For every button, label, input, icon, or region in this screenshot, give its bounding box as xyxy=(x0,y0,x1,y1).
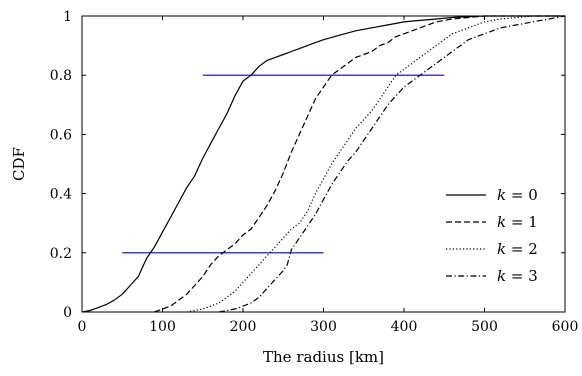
reference-lines xyxy=(122,74,445,254)
x-tick-label: 100 xyxy=(149,319,176,335)
x-tick-label: 600 xyxy=(552,319,579,335)
x-tick-label: 300 xyxy=(310,319,337,335)
series-line-k1 xyxy=(154,15,565,313)
y-tick-label: 0.4 xyxy=(50,187,72,203)
legend-label-k0: k = 0 xyxy=(497,186,538,204)
y-tick-label: 0 xyxy=(63,305,72,321)
y-tick-label: 0.6 xyxy=(50,127,72,143)
series-line-k0 xyxy=(81,15,565,313)
series-lines xyxy=(81,15,566,313)
plot-area-frame xyxy=(81,15,566,313)
legend: k = 0 k = 1 k = 2 k = 3 xyxy=(446,186,538,285)
x-tick-label: 400 xyxy=(391,319,418,335)
x-axis-label: The radius [km] xyxy=(263,348,384,366)
legend-label-k1: k = 1 xyxy=(497,213,538,231)
axis-ticks: 0 100 200 300 400 500 600 0 0.2 0.4 0.6 0.8 1 xyxy=(50,9,579,335)
y-tick-label: 0.8 xyxy=(50,68,72,84)
legend-label-k3: k = 3 xyxy=(497,267,538,285)
x-tick-label: 0 xyxy=(78,319,87,335)
y-axis-label: CDF xyxy=(10,147,28,181)
y-tick-label: 1 xyxy=(63,9,72,25)
x-tick-label: 500 xyxy=(471,319,498,335)
series-line-k3 xyxy=(218,15,566,313)
legend-label-k2: k = 2 xyxy=(497,240,538,258)
y-tick-label: 0.2 xyxy=(50,246,72,262)
x-tick-label: 200 xyxy=(230,319,257,335)
series-line-k2 xyxy=(186,15,565,313)
